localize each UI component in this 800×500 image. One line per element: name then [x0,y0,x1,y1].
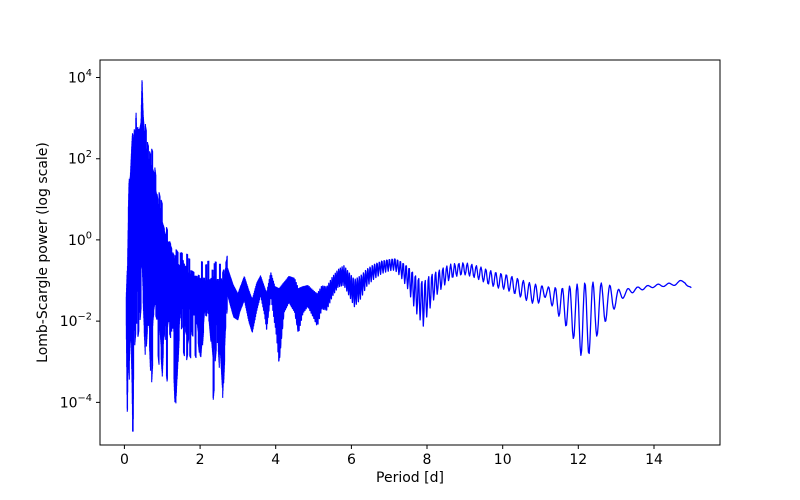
x-tick-label: 4 [271,452,280,468]
x-tick-label: 8 [423,452,432,468]
y-tick-label: 10−4 [60,393,92,412]
periodogram-line [226,258,692,362]
x-tick-label: 10 [494,452,512,468]
x-axis-label: Period [d] [376,470,444,486]
x-tick-label: 6 [347,452,356,468]
periodogram-dense-region [125,80,228,432]
x-tick-label: 12 [569,452,587,468]
x-tick-label: 2 [196,452,205,468]
y-tick-label: 10−2 [60,312,92,331]
y-axis-label: Lomb-Scargle power (log scale) [35,142,51,363]
tick-marks [96,77,655,449]
axes-frame [99,59,721,446]
ticks-group [96,77,655,449]
curve-group [125,80,692,432]
x-tick-label: 14 [645,452,663,468]
tick-labels-group: 0 2 4 6 8 10 12 14 104 102 100 10−2 10−4 [60,68,663,468]
x-tick-label: 0 [120,452,129,468]
y-tick-label: 100 [68,230,92,249]
y-tick-label: 104 [68,68,92,87]
y-tick-label: 102 [68,149,92,168]
